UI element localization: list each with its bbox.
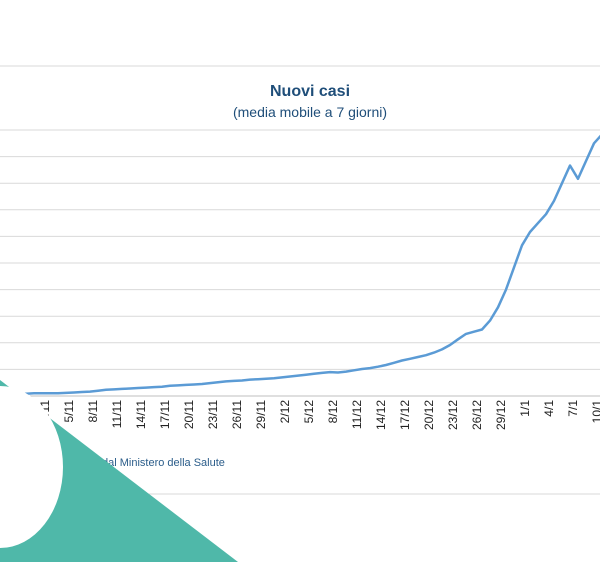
x-tick-label: 7/1	[566, 400, 580, 417]
x-tick-label: 20/12	[422, 400, 436, 430]
x-tick-label: 26/12	[470, 400, 484, 430]
x-tick-label: 23/12	[446, 400, 460, 430]
x-tick-label: 14/12	[374, 400, 388, 430]
source-note: dal Ministero della Salute	[102, 457, 225, 469]
x-tick-label: 29/11	[254, 400, 268, 429]
x-tick-label: 5/12	[302, 400, 316, 424]
x-tick-label: 10/1	[590, 400, 600, 424]
x-tick-label: 1/1	[518, 400, 532, 417]
x-tick-label: 20/11	[182, 400, 196, 429]
series-line	[1, 134, 600, 397]
white-circle-decoration	[0, 386, 63, 548]
chart-title: Nuovi casi	[270, 83, 350, 100]
x-tick-labels: 30/102/115/118/1111/1114/1117/1120/1123/…	[14, 400, 600, 430]
x-tick-label: 14/11	[134, 400, 148, 429]
x-tick-label: 11/11	[110, 400, 124, 429]
x-tick-label: 17/11	[158, 400, 172, 429]
x-tick-label: 23/11	[206, 400, 220, 429]
teal-triangle-decoration	[0, 380, 238, 562]
series-line-group	[1, 134, 600, 397]
x-tick-label: 11/12	[350, 400, 364, 429]
x-tick-label: 8/11	[86, 400, 100, 423]
chart-subtitle: (media mobile a 7 giorni)	[233, 104, 387, 120]
x-tick-label: 4/1	[542, 400, 556, 417]
x-tick-label: 17/12	[398, 400, 412, 430]
x-tick-label: 5/11	[62, 400, 76, 423]
x-tick-label: 26/11	[230, 400, 244, 429]
x-tick-label: 8/12	[326, 400, 340, 424]
x-tick-label: 2/12	[278, 400, 292, 424]
gridlines	[0, 129, 600, 370]
x-tick-label: 29/12	[494, 400, 508, 430]
